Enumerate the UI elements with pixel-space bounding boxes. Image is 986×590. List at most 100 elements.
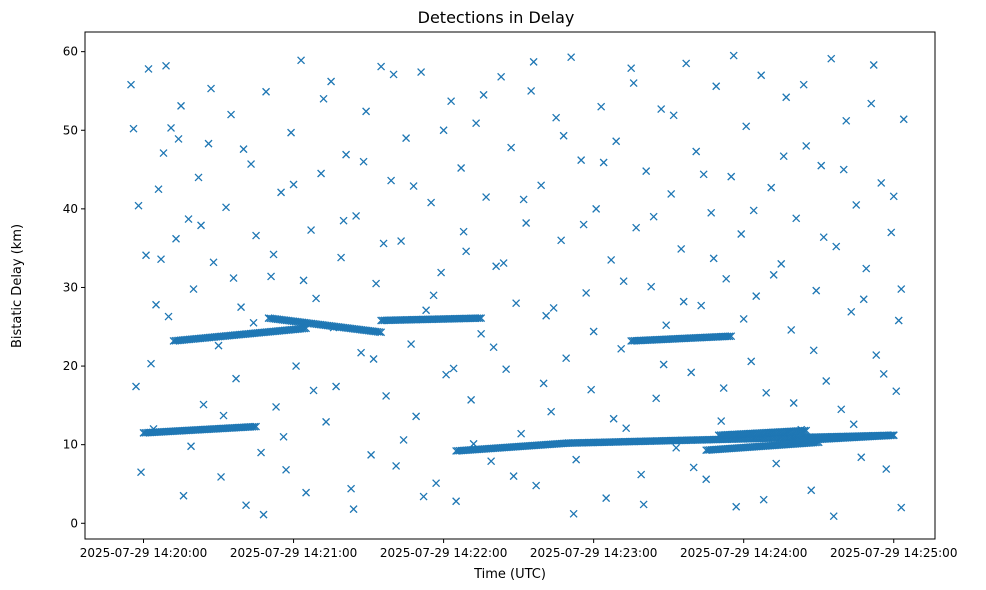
data-point xyxy=(799,80,808,89)
data-point xyxy=(892,387,901,396)
y-tick-label: 50 xyxy=(63,123,78,137)
data-point xyxy=(869,61,878,69)
data-point xyxy=(897,285,906,293)
data-point xyxy=(677,244,686,253)
data-point xyxy=(627,64,636,73)
x-tick-label: 2025-07-29 14:23:00 xyxy=(530,546,657,560)
data-point xyxy=(727,172,736,181)
data-point xyxy=(889,192,898,201)
data-point xyxy=(184,215,193,224)
data-point xyxy=(652,394,661,403)
data-point xyxy=(292,362,301,371)
data-point xyxy=(699,170,708,179)
data-point xyxy=(859,295,868,304)
data-point xyxy=(447,97,456,106)
data-point xyxy=(487,457,496,466)
data-point xyxy=(662,321,671,330)
data-point xyxy=(232,374,241,383)
data-point xyxy=(342,150,351,159)
data-point xyxy=(717,417,726,426)
data-point xyxy=(509,472,518,481)
data-point xyxy=(282,465,291,474)
data-point xyxy=(819,233,828,242)
data-point xyxy=(872,351,881,360)
data-point xyxy=(387,176,396,185)
chart-title: Detections in Delay xyxy=(418,8,575,27)
data-point xyxy=(297,56,306,65)
data-point xyxy=(587,385,596,394)
data-point xyxy=(769,270,778,279)
data-point xyxy=(152,300,160,309)
data-point xyxy=(199,400,208,409)
data-point xyxy=(689,463,698,472)
data-point xyxy=(329,323,338,332)
data-point xyxy=(737,230,746,238)
data-point xyxy=(319,94,328,103)
y-tick-label: 40 xyxy=(63,202,78,216)
data-point xyxy=(512,299,521,308)
data-point xyxy=(579,220,588,229)
data-point xyxy=(659,360,668,369)
data-point xyxy=(469,439,478,448)
data-point xyxy=(607,255,616,264)
data-point xyxy=(617,344,626,353)
data-point xyxy=(227,110,236,119)
data-point xyxy=(572,455,581,464)
data-point xyxy=(502,365,511,374)
data-point xyxy=(679,297,688,306)
data-point xyxy=(289,180,298,189)
data-point xyxy=(392,461,401,470)
data-point xyxy=(397,237,406,246)
data-point xyxy=(214,341,223,350)
data-point xyxy=(522,219,531,227)
data-point xyxy=(877,178,886,187)
data-point xyxy=(317,169,326,178)
data-point xyxy=(779,152,788,161)
x-axis: 2025-07-29 14:20:00 2025-07-29 14:21:00 20… xyxy=(80,539,957,560)
data-point xyxy=(339,216,348,225)
data-point xyxy=(475,314,484,323)
data-point xyxy=(209,258,218,267)
data-point xyxy=(177,101,185,110)
data-point xyxy=(389,70,398,79)
data-point xyxy=(787,325,796,334)
data-point xyxy=(187,442,195,451)
data-point xyxy=(669,111,678,120)
data-point xyxy=(377,328,386,337)
plot-frame xyxy=(84,31,936,540)
plot-marks xyxy=(127,51,908,521)
data-point xyxy=(602,494,611,503)
data-point xyxy=(457,164,466,172)
data-point xyxy=(752,292,761,301)
data-point xyxy=(267,272,276,281)
data-point xyxy=(729,51,738,60)
y-axis: 0 10 20 30 40 50 60 xyxy=(63,45,85,530)
data-point xyxy=(599,158,608,167)
data-point xyxy=(402,134,411,143)
data-point xyxy=(352,211,361,220)
data-point xyxy=(882,465,891,474)
data-point xyxy=(237,303,246,312)
data-point xyxy=(134,201,143,210)
data-point xyxy=(857,453,866,462)
data-point xyxy=(732,502,741,511)
data-point xyxy=(422,306,431,315)
data-point xyxy=(629,79,638,88)
data-point xyxy=(372,279,381,288)
data-point xyxy=(897,503,906,512)
data-point xyxy=(229,274,238,282)
data-point xyxy=(687,368,696,377)
x-axis-label: Time (UTC) xyxy=(473,567,546,582)
data-point xyxy=(887,228,896,237)
data-point xyxy=(239,145,248,154)
data-point xyxy=(582,289,591,297)
data-point xyxy=(359,157,368,166)
data-point xyxy=(697,301,706,310)
data-point xyxy=(252,422,261,431)
data-point xyxy=(277,188,286,197)
data-point xyxy=(272,402,281,411)
data-point xyxy=(762,388,771,397)
data-point xyxy=(149,424,158,433)
data-point xyxy=(532,481,541,490)
data-point xyxy=(867,99,876,108)
